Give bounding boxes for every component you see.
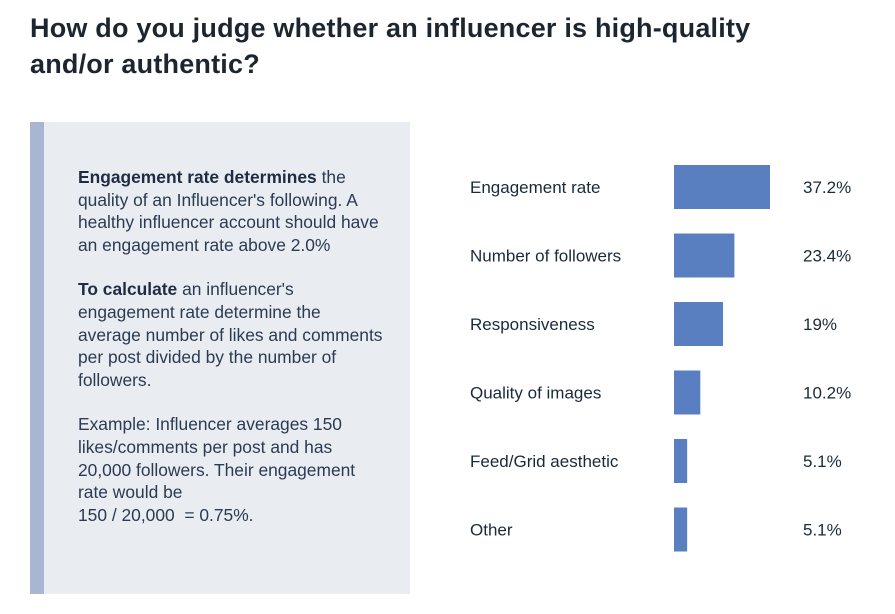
category-label-engagement-rate: Engagement rate	[470, 178, 600, 197]
bar-responsiveness	[674, 302, 724, 346]
value-label-feed-grid-aesthetic: 5.1%	[803, 452, 842, 471]
value-label-number-of-followers: 23.4%	[803, 247, 851, 266]
category-label-other: Other	[470, 521, 513, 540]
value-label-engagement-rate: 37.2%	[803, 178, 851, 197]
page-title: How do you judge whether an influencer i…	[30, 13, 751, 79]
bar-feed-grid-aesthetic	[674, 439, 688, 483]
value-label-other: 5.1%	[803, 521, 842, 540]
bar-chart: Engagement rate 37.2% Number of followers 2…	[470, 165, 851, 552]
bar-number-of-followers	[674, 233, 735, 278]
info-panel: Engagement rate determines the quality o…	[30, 122, 410, 594]
bar-quality-of-images	[674, 370, 701, 415]
bar-other	[674, 507, 688, 552]
info-panel-content: Engagement rate determines the quality o…	[78, 166, 388, 548]
category-label-feed-grid-aesthetic: Feed/Grid aesthetic	[470, 452, 619, 471]
engagement-definition: Engagement rate determines the quality o…	[78, 166, 388, 256]
bar-engagement-rate	[674, 165, 770, 209]
example-calculation: 150 / 20,000 = 0.75%.	[78, 504, 254, 525]
engagement-definition-text: the quality of an Influencer's following…	[78, 167, 379, 255]
category-label-quality-of-images: Quality of images	[470, 384, 601, 403]
info-panel-accent-bar	[30, 122, 44, 594]
category-label-responsiveness: Responsiveness	[470, 315, 595, 334]
calculation-text: an influencer's engagement rate determin…	[78, 279, 383, 390]
calculation-explanation: To calculate an influencer's engagement …	[78, 278, 388, 391]
category-label-number-of-followers: Number of followers	[470, 247, 621, 266]
calculation-heading: To calculate	[78, 279, 178, 300]
engagement-definition-heading: Engagement rate determines	[78, 167, 317, 187]
example-paragraph: Example: Influencer averages 150 likes/c…	[78, 413, 388, 526]
value-label-quality-of-images: 10.2%	[803, 384, 851, 403]
example-text: Influencer averages 150 likes/comments p…	[78, 414, 356, 503]
example-lead: Example:	[78, 414, 151, 435]
value-label-responsiveness: 19%	[803, 315, 837, 334]
